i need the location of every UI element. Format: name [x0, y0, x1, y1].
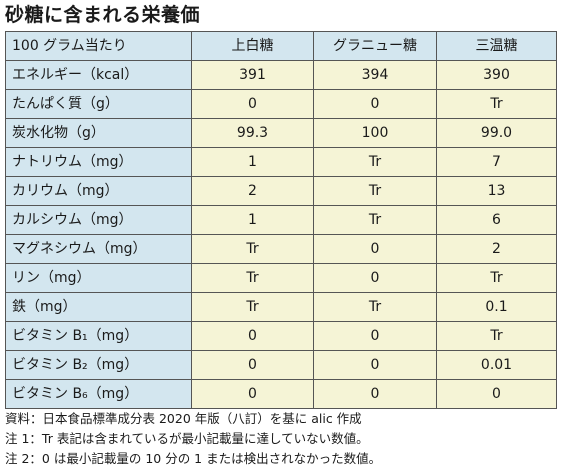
value-cell: Tr — [313, 147, 437, 177]
value-cell: 0 — [313, 379, 437, 409]
value-cell: 7 — [436, 147, 557, 177]
source-note: 資料：日本食品標準成分表 2020 年版（八訂）を基に alic 作成 — [5, 411, 362, 426]
value-cell: 0.01 — [436, 350, 557, 380]
value-cell: 13 — [436, 176, 557, 206]
value-cell: Tr — [191, 263, 314, 293]
row-label: ナトリウム（mg） — [5, 147, 192, 177]
value-cell: 0 — [313, 350, 437, 380]
value-cell: 0 — [191, 379, 314, 409]
value-cell: 6 — [436, 205, 557, 235]
value-cell: 390 — [436, 60, 557, 90]
table-row: マグネシウム（mg） Tr 0 2 — [5, 234, 557, 264]
column-header-granulated-sugar: グラニュー糖 — [313, 31, 437, 61]
value-cell: Tr — [313, 205, 437, 235]
nutrition-table: 100 グラム当たり 上白糖 グラニュー糖 三温糖 エネルギー（kcal） 391… — [5, 31, 557, 409]
value-cell: 2 — [191, 176, 314, 206]
value-cell: 0.1 — [436, 292, 557, 322]
column-header-johakuto: 上白糖 — [191, 31, 314, 61]
table-row: ビタミン B₁（mg） 0 0 Tr — [5, 321, 557, 351]
table-row: 炭水化物（g） 99.3 100 99.0 — [5, 118, 557, 148]
column-header-sanonto: 三温糖 — [436, 31, 557, 61]
value-cell: Tr — [313, 292, 437, 322]
value-cell: 1 — [191, 205, 314, 235]
row-label: ビタミン B₆（mg） — [5, 379, 192, 409]
value-cell: 0 — [313, 321, 437, 351]
column-header-per-100g: 100 グラム当たり — [5, 31, 192, 61]
table-row: リン（mg） Tr 0 Tr — [5, 263, 557, 293]
value-cell: 0 — [436, 379, 557, 409]
notes: 資料：日本食品標準成分表 2020 年版（八訂）を基に alic 作成 注 1：… — [5, 409, 381, 469]
value-cell: 0 — [191, 321, 314, 351]
value-cell: 0 — [313, 89, 437, 119]
row-label: 鉄（mg） — [5, 292, 192, 322]
row-label: ビタミン B₂（mg） — [5, 350, 192, 380]
value-cell: 0 — [191, 350, 314, 380]
value-cell: 394 — [313, 60, 437, 90]
value-cell: 99.0 — [436, 118, 557, 148]
table-row: エネルギー（kcal） 391 394 390 — [5, 60, 557, 90]
row-label: カルシウム（mg） — [5, 205, 192, 235]
value-cell: 0 — [313, 234, 437, 264]
value-cell: Tr — [191, 292, 314, 322]
value-cell: 0 — [191, 89, 314, 119]
note-1: 注 1：Tr 表記は含まれているが最小記載量に達していない数値。 — [5, 431, 369, 446]
table-row: カルシウム（mg） 1 Tr 6 — [5, 205, 557, 235]
table-row: 鉄（mg） Tr Tr 0.1 — [5, 292, 557, 322]
row-label: たんぱく質（g） — [5, 89, 192, 119]
note-2: 注 2：0 は最小記載量の 10 分の 1 または検出されなかった数値。 — [5, 451, 382, 466]
table-row: たんぱく質（g） 0 0 Tr — [5, 89, 557, 119]
value-cell: 99.3 — [191, 118, 314, 148]
value-cell: 0 — [313, 263, 437, 293]
table-row: ナトリウム（mg） 1 Tr 7 — [5, 147, 557, 177]
row-label: 炭水化物（g） — [5, 118, 192, 148]
row-label: マグネシウム（mg） — [5, 234, 192, 264]
table-row: ビタミン B₂（mg） 0 0 0.01 — [5, 350, 557, 380]
row-label: エネルギー（kcal） — [5, 60, 192, 90]
row-label: カリウム（mg） — [5, 176, 192, 206]
value-cell: 2 — [436, 234, 557, 264]
value-cell: Tr — [191, 234, 314, 264]
row-label: ビタミン B₁（mg） — [5, 321, 192, 351]
value-cell: Tr — [313, 176, 437, 206]
value-cell: 1 — [191, 147, 314, 177]
value-cell: Tr — [436, 321, 557, 351]
row-label: リン（mg） — [5, 263, 192, 293]
value-cell: 391 — [191, 60, 314, 90]
table-header-row: 100 グラム当たり 上白糖 グラニュー糖 三温糖 — [5, 31, 557, 61]
value-cell: Tr — [436, 89, 557, 119]
value-cell: 100 — [313, 118, 437, 148]
table-row: カリウム（mg） 2 Tr 13 — [5, 176, 557, 206]
value-cell: Tr — [436, 263, 557, 293]
page-title: 砂糖に含まれる栄養価 — [5, 4, 201, 26]
table-row: ビタミン B₆（mg） 0 0 0 — [5, 379, 557, 409]
